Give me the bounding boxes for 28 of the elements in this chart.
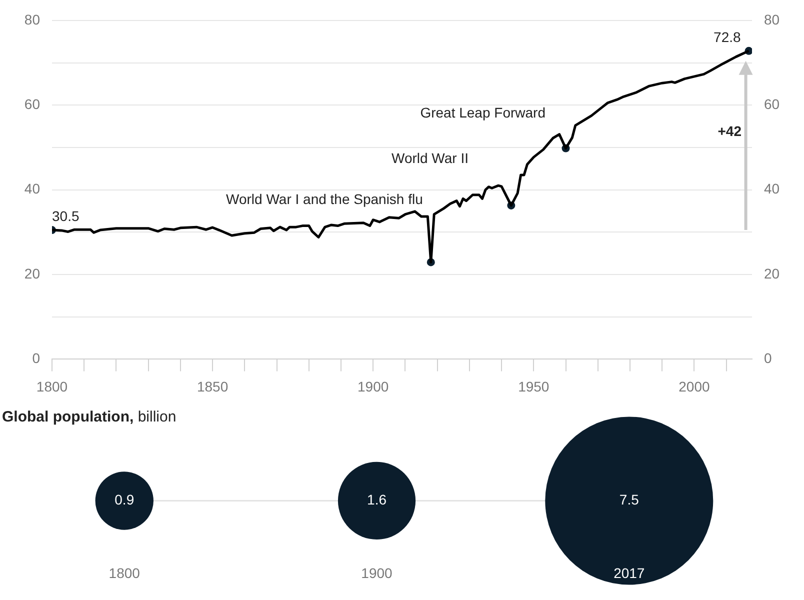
y2-tick-label: 20 (764, 265, 780, 282)
annotation: World War II (391, 150, 468, 166)
x-tick-label: 1800 (36, 378, 68, 394)
category-label: 1900 (361, 564, 393, 581)
y-tick-label: 60 (24, 96, 40, 112)
data-label: 7.5 (619, 492, 640, 508)
y2-tick-label: 40 (764, 180, 780, 197)
x-tick-label: 1900 (358, 378, 389, 394)
text: Global population, billion (2, 408, 176, 426)
annotation: +42 (718, 123, 742, 140)
x-tick-label: 1950 (518, 378, 550, 394)
x-tick-label: 2000 (678, 378, 710, 394)
annotation: Great Leap Forward (420, 104, 546, 120)
data-label: 1.6 (367, 492, 387, 508)
y2-tick-label: 60 (764, 96, 780, 112)
y2-tick-label: 0 (764, 350, 772, 366)
x-tick-label: 1850 (196, 378, 228, 394)
y-tick-label: 40 (24, 180, 40, 197)
y-tick-label: 20 (24, 265, 40, 282)
y-tick-label: 80 (24, 11, 40, 28)
category-label: 1800 (108, 564, 140, 581)
annotation: World War I and the Spanish flu (226, 190, 423, 207)
annotation: 30.5 (52, 208, 80, 224)
annotation: 72.8 (714, 28, 741, 45)
y2-tick-label: 80 (764, 11, 780, 28)
data-label: 0.9 (114, 492, 134, 508)
category-label: 2017 (614, 564, 645, 581)
y-tick-label: 0 (32, 350, 40, 366)
